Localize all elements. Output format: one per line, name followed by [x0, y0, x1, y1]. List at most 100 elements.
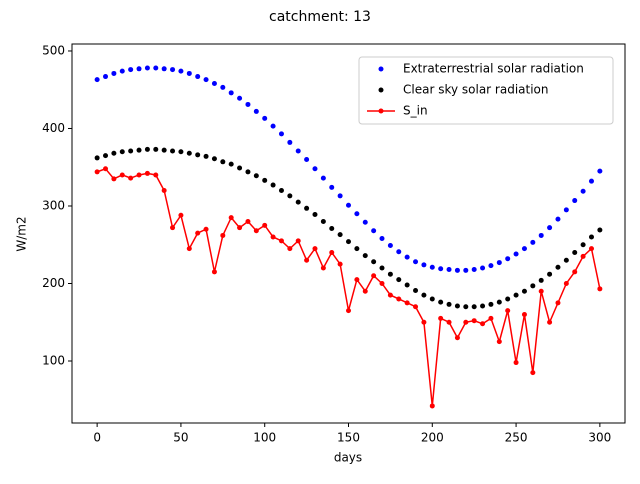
- data-point: [94, 155, 100, 161]
- data-point: [580, 253, 586, 259]
- data-point: [438, 266, 444, 272]
- data-point: [128, 175, 134, 181]
- y-axis-label: W/m2: [15, 216, 29, 251]
- x-tick-label: 150: [337, 431, 360, 445]
- data-point: [454, 303, 460, 309]
- data-point: [530, 370, 536, 376]
- y-tick-label: 500: [42, 43, 65, 57]
- data-point: [463, 319, 469, 325]
- data-point: [521, 288, 527, 294]
- x-tick-label: 50: [173, 431, 188, 445]
- data-point: [513, 360, 519, 366]
- data-point: [547, 225, 553, 231]
- legend-marker: [378, 108, 384, 114]
- data-point: [119, 172, 125, 178]
- data-point: [496, 260, 502, 266]
- y-tick-label: 300: [42, 198, 65, 212]
- data-point: [237, 95, 243, 101]
- data-point: [103, 74, 109, 80]
- data-point: [228, 161, 234, 167]
- x-tick-label: 300: [588, 431, 611, 445]
- data-point: [211, 81, 217, 87]
- data-point: [295, 199, 301, 205]
- data-point: [186, 246, 192, 252]
- data-point: [521, 246, 527, 252]
- data-point: [304, 156, 310, 162]
- data-point: [429, 403, 435, 409]
- data-point: [220, 232, 226, 238]
- data-point: [136, 172, 142, 178]
- data-point: [496, 299, 502, 305]
- data-point: [228, 90, 234, 96]
- legend-label: Clear sky solar radiation: [403, 83, 549, 97]
- data-point: [538, 288, 544, 294]
- data-point: [362, 288, 368, 294]
- data-point: [421, 292, 427, 298]
- data-point: [354, 246, 360, 252]
- data-point: [211, 269, 217, 275]
- data-point: [471, 318, 477, 324]
- data-point: [379, 280, 385, 286]
- data-point: [94, 77, 100, 83]
- y-tick-label: 200: [42, 276, 65, 290]
- data-point: [387, 243, 393, 249]
- data-point: [337, 261, 343, 267]
- data-point: [136, 147, 142, 153]
- data-point: [111, 176, 117, 182]
- data-point: [496, 339, 502, 345]
- data-point: [572, 198, 578, 204]
- data-point: [119, 68, 125, 74]
- data-point: [211, 156, 217, 162]
- data-point: [186, 150, 192, 156]
- data-point: [119, 149, 125, 155]
- data-point: [454, 267, 460, 273]
- data-point: [237, 165, 243, 171]
- data-point: [170, 148, 176, 154]
- data-point: [413, 304, 419, 310]
- data-point: [505, 296, 511, 302]
- data-point: [329, 225, 335, 231]
- data-point: [505, 308, 511, 314]
- data-point: [597, 286, 603, 292]
- legend-box: [358, 56, 614, 125]
- data-point: [278, 131, 284, 137]
- data-point: [103, 166, 109, 172]
- data-point: [287, 246, 293, 252]
- data-point: [203, 226, 209, 232]
- data-point: [237, 225, 243, 231]
- data-point: [270, 182, 276, 188]
- data-point: [505, 256, 511, 262]
- data-point: [480, 265, 486, 271]
- data-point: [329, 184, 335, 190]
- data-point: [580, 242, 586, 248]
- data-point: [530, 239, 536, 245]
- data-point: [488, 263, 494, 269]
- data-point: [547, 271, 553, 277]
- data-point: [488, 301, 494, 307]
- data-point: [362, 219, 368, 225]
- data-point: [153, 146, 159, 152]
- data-point: [429, 296, 435, 302]
- data-point: [555, 216, 561, 222]
- data-point: [245, 169, 251, 175]
- data-point: [471, 267, 477, 273]
- data-point: [387, 292, 393, 298]
- data-point: [513, 251, 519, 257]
- data-point: [245, 101, 251, 107]
- data-point: [144, 170, 150, 176]
- data-point: [446, 301, 452, 307]
- data-point: [295, 148, 301, 154]
- data-point: [471, 304, 477, 310]
- data-point: [312, 246, 318, 252]
- data-point: [170, 225, 176, 231]
- data-point: [580, 188, 586, 194]
- data-point: [563, 280, 569, 286]
- data-point: [371, 259, 377, 265]
- data-point: [136, 66, 142, 72]
- legend-marker: [378, 87, 384, 93]
- data-point: [396, 296, 402, 302]
- data-point: [203, 153, 209, 159]
- data-point: [253, 108, 259, 114]
- legend-label: S_in: [403, 104, 428, 118]
